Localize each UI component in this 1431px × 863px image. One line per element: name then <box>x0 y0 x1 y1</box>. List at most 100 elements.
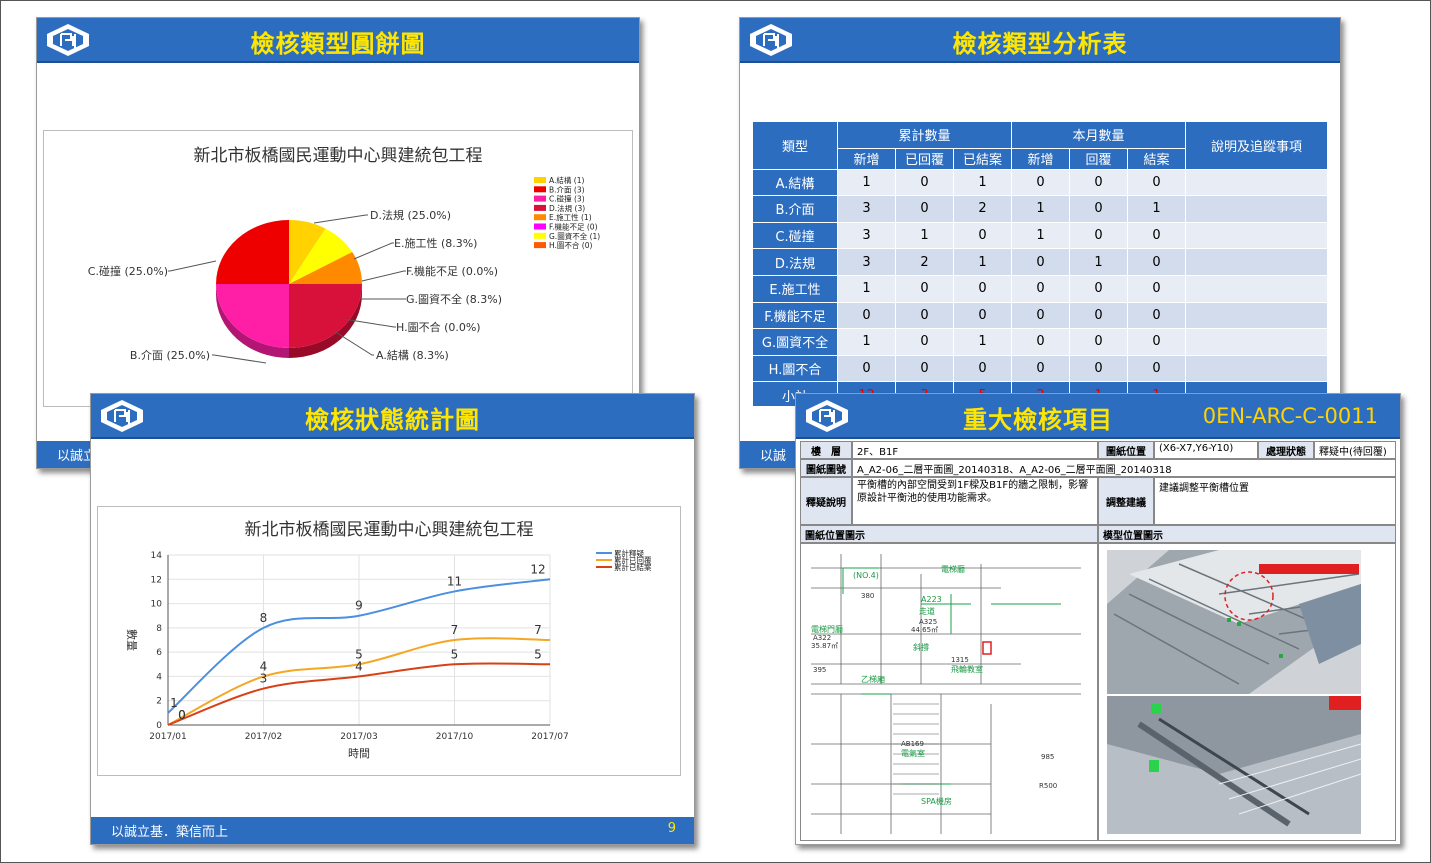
model-label: 模型位置圖示 <box>1098 525 1396 543</box>
item-code: 0EN-ARC-C-0011 <box>1202 404 1378 428</box>
note-cell[interactable] <box>1185 248 1328 276</box>
slide-title: 檢核類型分析表 <box>952 30 1128 58</box>
y-tick-12: 12 <box>151 575 162 585</box>
plan-label-1: A223 <box>921 595 942 604</box>
advice-label: 調整建議 <box>1098 477 1154 525</box>
table-row: E.施工性 1 0 0 0 0 0 <box>752 274 1328 303</box>
plan-number-8: 985 <box>1041 753 1054 761</box>
cell-4: 0 <box>1069 328 1128 356</box>
cell-4: 0 <box>1069 195 1128 223</box>
note-cell[interactable] <box>1185 274 1328 303</box>
cell-5: 0 <box>1127 168 1186 197</box>
line-chart-panel: 新北市板橋國民運動中心興建統包工程 0 2 4 6 8 10 12 14 2017/01 2017… <box>97 506 681 776</box>
pie-label-h: H.圖不合 (0.0%) <box>396 320 481 334</box>
slide-title: 重大檢核項目 <box>963 406 1113 434</box>
cell-3: 0 <box>1011 274 1070 303</box>
plan-label-9: (NO.4) <box>853 571 879 580</box>
cell-5: 0 <box>1127 274 1186 303</box>
legend-label-6: G.圖資不全 (1) <box>549 231 600 241</box>
company-logo-icon <box>750 24 792 56</box>
note-cell[interactable] <box>1185 168 1328 197</box>
slide-pie-chart[interactable]: 檢核類型圓餅圖 新北市板橋國民運動中心興建統包工程 D.法規 (25.0%) E.… <box>36 17 640 469</box>
pie-side-3 <box>289 284 362 358</box>
pie-slice-3 <box>289 284 362 348</box>
plan-issue-marker <box>982 641 992 655</box>
footer-slogan: 以誠立基．築信而上 <box>111 825 229 840</box>
advice-value: 建議調整平衡槽位置 <box>1154 477 1396 525</box>
legend-swatch-7 <box>534 242 546 249</box>
cell-1: 0 <box>895 168 954 197</box>
note-cell[interactable] <box>1185 354 1328 383</box>
plan-number-9: R500 <box>1039 782 1057 790</box>
table-row: A.結構 1 0 1 0 0 0 <box>752 168 1328 197</box>
slide-major-item[interactable]: 重大檢核項目 0EN-ARC-C-0011 樓 層 2F、B1F 圖紙位置 (X… <box>795 393 1401 845</box>
page-number: 9 <box>667 821 676 836</box>
header-note: 說明及追蹤事項 <box>1185 121 1328 170</box>
cell-4: 0 <box>1069 221 1128 250</box>
note-cell[interactable] <box>1185 221 1328 250</box>
plan-label-5: 電梯門廳 <box>811 624 843 634</box>
cell-1: 0 <box>895 301 954 330</box>
slide-header: 檢核類型圓餅圖 <box>37 18 639 63</box>
pie-leader-h <box>343 318 396 328</box>
cell-2: 0 <box>953 354 1012 383</box>
legend-label-7: H.圖不合 (0) <box>549 240 592 250</box>
y-tick-0: 0 <box>156 721 162 731</box>
cell-4: 0 <box>1069 301 1128 330</box>
cell-1: 0 <box>895 195 954 223</box>
cell-5: 0 <box>1127 328 1186 356</box>
data-label-0-3: 11 <box>447 574 462 588</box>
x-axis-label: 時間 <box>348 747 370 760</box>
series-line-1 <box>167 637 551 726</box>
slide-header: 檢核狀態統計圖 <box>91 394 694 439</box>
legend-swatch-4 <box>534 214 546 221</box>
cell-5: 0 <box>1127 221 1186 250</box>
note-cell[interactable] <box>1185 328 1328 356</box>
data-label-1-2: 5 <box>355 647 363 661</box>
pie-label-a: A.結構 (8.3%) <box>376 348 449 362</box>
plan-number-1: A325 <box>919 618 937 626</box>
header-cumulative: 累計數量 <box>837 121 1012 149</box>
slide-analysis-table[interactable]: 檢核類型分析表 類型 累計數量 本月數量 說明及追蹤事項 新增 已回覆 已結案 新增回… <box>739 17 1341 469</box>
data-label-1-1: 4 <box>260 659 268 673</box>
row-type: C.碰撞 <box>752 221 838 250</box>
plan-label-6: 乙梯廂 <box>861 674 885 684</box>
data-label-0-4: 12 <box>530 562 545 576</box>
legend-label-1: 累計已回覆 <box>614 555 652 565</box>
pie-leader-f <box>361 270 406 282</box>
pie-label-g: G.圖資不全 (8.3%) <box>406 292 502 306</box>
y-tick-10: 10 <box>151 600 163 610</box>
cell-2: 2 <box>953 195 1012 223</box>
data-label-2-3: 5 <box>451 647 459 661</box>
note-cell[interactable] <box>1185 301 1328 330</box>
x-tick-2: 2017/03 <box>340 732 377 742</box>
cell-1: 0 <box>895 354 954 383</box>
cell-2: 1 <box>953 168 1012 197</box>
note-cell[interactable] <box>1185 195 1328 223</box>
y-tick-14: 14 <box>151 551 163 561</box>
legend-swatch-6 <box>534 232 546 239</box>
legend-label-0: A.結構 (1) <box>549 175 584 185</box>
subheader-1: 已回覆 <box>895 147 954 170</box>
y-tick-2: 2 <box>156 697 162 707</box>
table-row: D.法規 3 2 1 0 1 0 <box>752 248 1328 276</box>
plan-number-4: A322 <box>813 634 831 642</box>
legend-swatch-3 <box>534 204 546 211</box>
data-label-2-4: 5 <box>534 647 542 661</box>
slide-header: 重大檢核項目 0EN-ARC-C-0011 <box>796 394 1400 439</box>
slide-status-line-chart[interactable]: 檢核狀態統計圖 新北市板橋國民運動中心興建統包工程 0 2 4 6 8 10 12 14 201… <box>90 393 695 845</box>
row-type: F.機能不足 <box>752 301 838 330</box>
pie-chart: D.法規 (25.0%) E.施工性 (8.3%) F.機能不足 (0.0%) G.圖… <box>88 175 600 364</box>
row-type: G.圖資不全 <box>752 328 838 356</box>
plan-label-4: 飛輪教室 <box>951 664 983 674</box>
location-label: 圖紙位置 <box>1098 441 1154 459</box>
pie-leader-c <box>168 260 217 272</box>
plan-label-0: 電梯廳 <box>941 564 965 574</box>
pie-leader-d <box>313 214 368 224</box>
header-type: 類型 <box>752 121 838 170</box>
cell-3: 0 <box>1011 248 1070 276</box>
cell-4: 0 <box>1069 354 1128 383</box>
cell-0: 3 <box>837 195 896 223</box>
